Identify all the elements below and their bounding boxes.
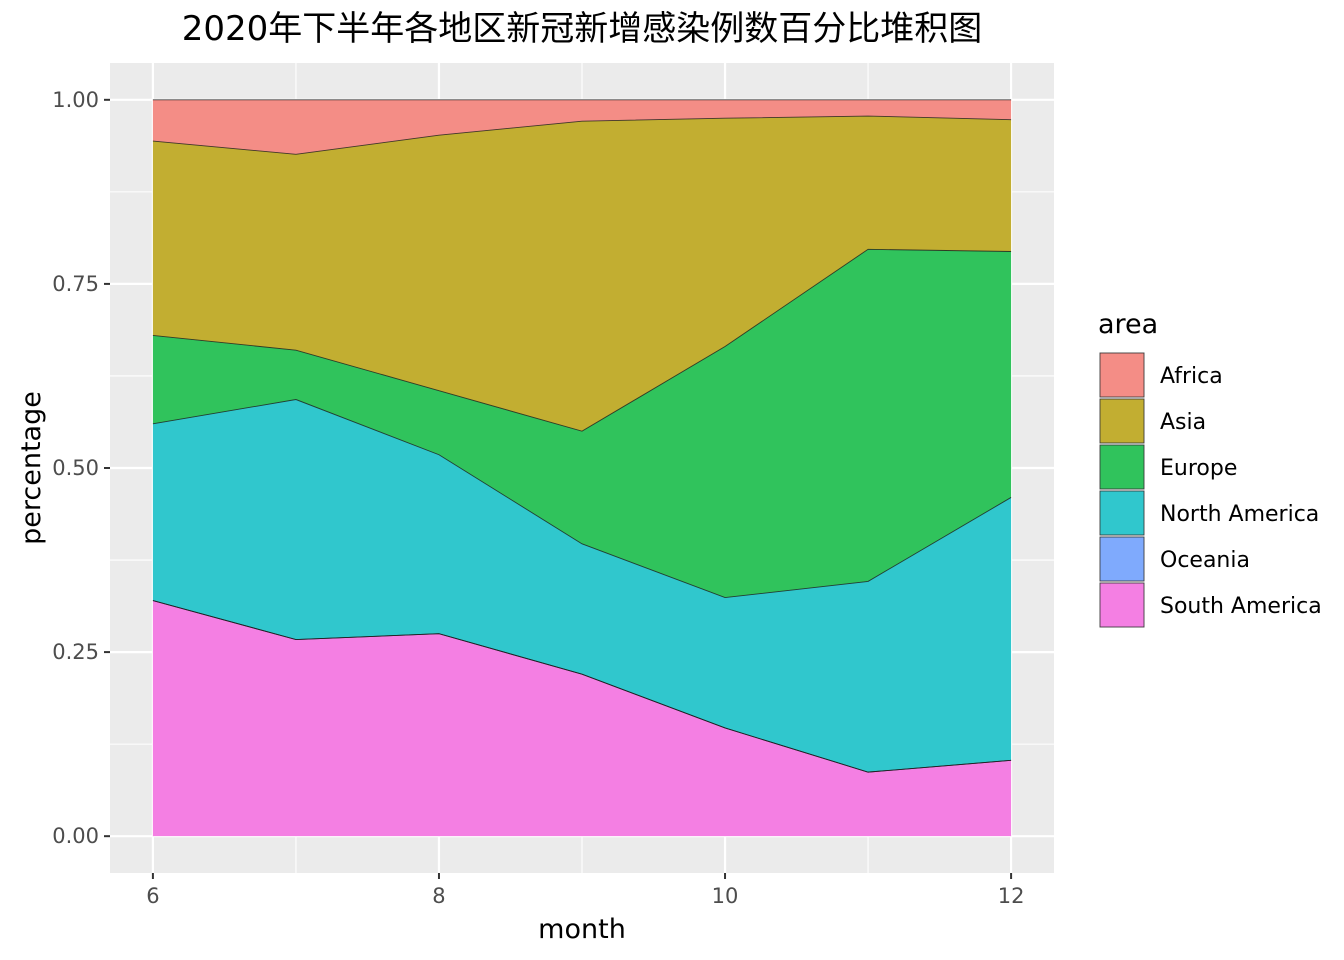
y-tick-label: 0.50 (52, 456, 99, 480)
area-boundaries (152, 99, 1012, 773)
boundary-asia (152, 115, 1012, 155)
legend-swatch-asia (1099, 398, 1145, 444)
boundary-europe (152, 248, 1012, 432)
legend-label-oceania: Oceania (1160, 548, 1250, 573)
area-north-america (152, 399, 1012, 773)
legend-swatch-south-america (1099, 582, 1145, 628)
legend-swatch-europe (1099, 444, 1145, 490)
legend-label-europe: Europe (1160, 456, 1237, 481)
legend: area Africa Asia Europe North America Oceani… (1098, 309, 1322, 628)
area-africa (152, 99, 1012, 155)
x-axis: 6 8 10 12 (146, 873, 1024, 908)
x-axis-label: month (538, 914, 626, 945)
legend-swatch-oceania (1099, 536, 1145, 582)
chart-title: 2020年下半年各地区新冠新增感染例数百分比堆积图 (182, 9, 983, 49)
boundary-north-america (152, 399, 1012, 599)
boundary-oceania (152, 600, 1012, 773)
y-axis-label: percentage (16, 391, 47, 545)
area-south-america (152, 600, 1012, 837)
area-europe (152, 249, 1012, 598)
legend-swatch-africa (1099, 352, 1145, 398)
x-tick-label: 6 (146, 884, 159, 908)
y-axis: 0.00 0.25 0.50 0.75 1.00 (52, 88, 110, 848)
x-tick-label: 8 (432, 884, 445, 908)
legend-label-south-america: South America (1160, 594, 1322, 619)
area-asia (152, 116, 1012, 432)
legend-title: area (1098, 309, 1158, 340)
legend-label-asia: Asia (1160, 410, 1206, 435)
area-layers (152, 99, 1012, 837)
legend-label-north-america: North America (1160, 502, 1319, 527)
legend-swatch-north-america (1099, 490, 1145, 536)
y-tick-label: 1.00 (52, 88, 99, 112)
legend-label-africa: Africa (1160, 364, 1223, 389)
y-tick-label: 0.25 (52, 640, 99, 664)
x-tick-label: 10 (712, 884, 739, 908)
y-tick-label: 0.75 (52, 272, 99, 296)
y-tick-label: 0.00 (52, 824, 99, 848)
x-tick-label: 12 (998, 884, 1025, 908)
